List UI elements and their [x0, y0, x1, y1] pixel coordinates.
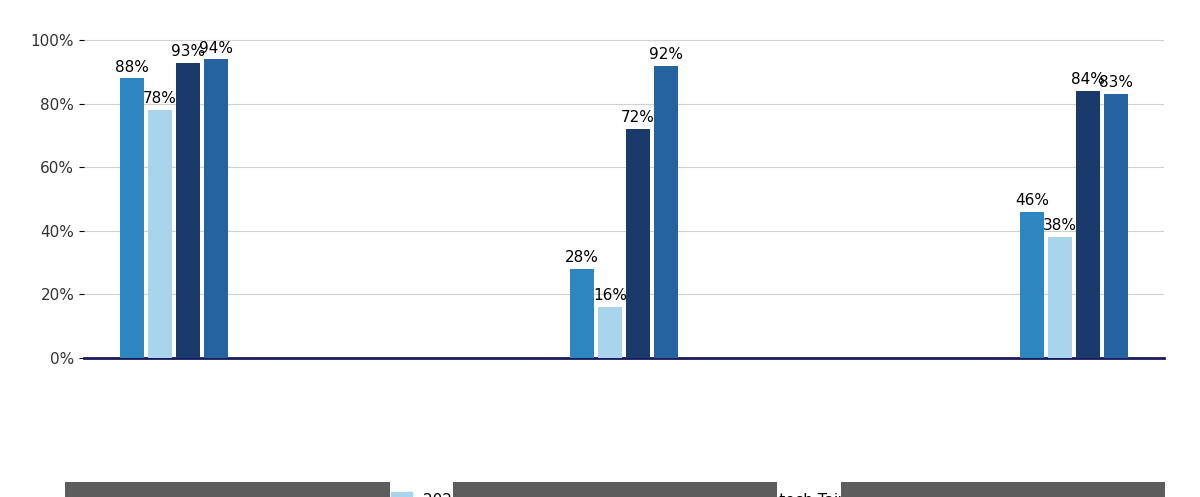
- Bar: [1076, 91, 1099, 358]
- Bar: [599, 307, 622, 358]
- Bar: [176, 63, 199, 358]
- Text: 38%: 38%: [1043, 218, 1078, 234]
- Text: 84%: 84%: [1072, 72, 1105, 87]
- Text: 16%: 16%: [593, 288, 628, 303]
- Bar: [1104, 94, 1128, 358]
- Legend: 2022 Advantech Kunshan, 2023 Advantech Kunshan, 2022 Advantech Taiwan, 2023 Adva: 2022 Advantech Kunshan, 2023 Advantech K…: [120, 486, 1128, 497]
- Text: 78%: 78%: [143, 91, 176, 106]
- Text: 88%: 88%: [115, 60, 149, 75]
- Text: 72%: 72%: [622, 110, 655, 125]
- Text: 94%: 94%: [199, 41, 233, 56]
- Bar: [1020, 212, 1044, 358]
- Bar: [204, 59, 228, 358]
- Bar: [1049, 237, 1072, 358]
- Bar: [654, 66, 678, 358]
- Bar: [570, 269, 594, 358]
- Bar: [120, 79, 144, 358]
- Text: 28%: 28%: [565, 250, 599, 265]
- Bar: [626, 129, 649, 358]
- Text: 92%: 92%: [649, 47, 683, 62]
- Text: 83%: 83%: [1099, 76, 1133, 90]
- Bar: [149, 110, 172, 358]
- Text: 46%: 46%: [1015, 193, 1049, 208]
- Text: 93%: 93%: [170, 44, 205, 59]
